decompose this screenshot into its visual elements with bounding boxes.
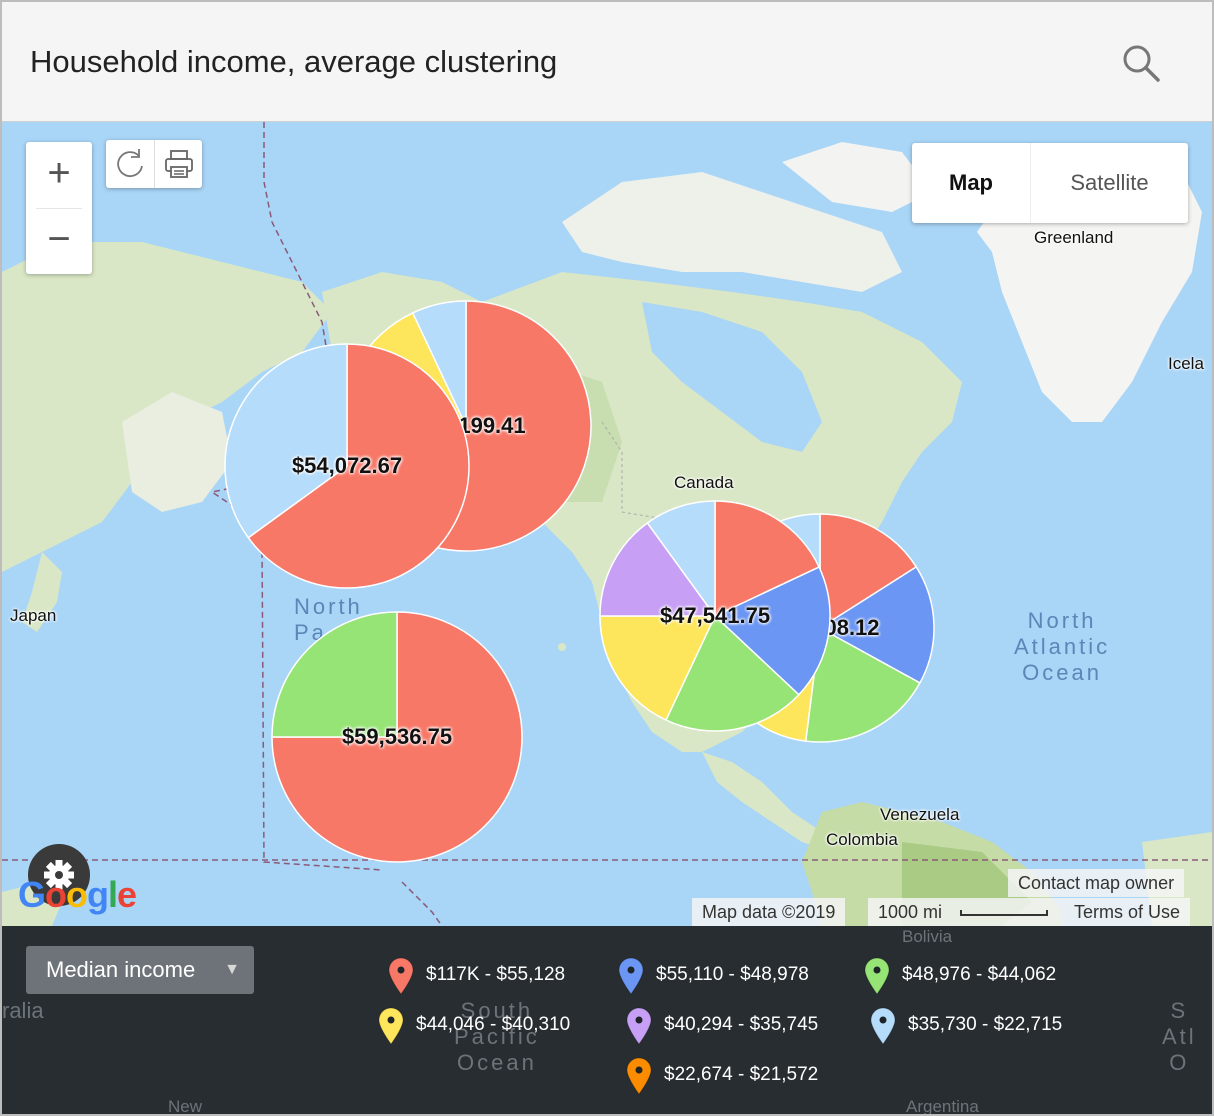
gear-icon [44, 860, 74, 890]
cluster-value-label: $47,541.75 [659, 603, 771, 628]
zoom-divider [36, 208, 82, 209]
map-pin-icon [626, 1057, 652, 1095]
pie-slice [247, 343, 470, 589]
pie-slice [224, 343, 348, 539]
legend-bg-label-australia: ralia [2, 998, 44, 1023]
cluster-pie[interactable] [270, 610, 524, 869]
map-label-colombia: Colombia [826, 830, 898, 849]
map-pin-icon [864, 957, 890, 995]
cluster-pie-chart [599, 500, 831, 732]
legend-item-label: $55,110 - $48,978 [656, 964, 809, 985]
ocean-label-north-pacific: North Pa [294, 594, 363, 645]
pie-slice [599, 615, 717, 722]
pie-slice [665, 614, 800, 732]
refresh-button[interactable] [106, 140, 154, 188]
zoom-out-button[interactable]: − [47, 217, 71, 261]
map-type-map-button[interactable]: Map [949, 170, 993, 195]
cluster-pie-chart [271, 611, 523, 863]
settings-button[interactable] [28, 844, 90, 906]
cluster-value-label: $54,072.67 [291, 453, 403, 478]
pie-slice [714, 500, 821, 618]
pie-slice [271, 611, 523, 863]
pie-slice [599, 521, 717, 617]
ocean-label-north-atlantic: North Atlantic Ocean [1014, 608, 1111, 685]
metric-dropdown-label: Median income [46, 957, 196, 982]
legend-item-label: $35,730 - $22,715 [908, 1014, 1063, 1035]
google-logo: Google [18, 874, 137, 915]
map-label-canada: Canada [674, 473, 734, 492]
map-toolbar [106, 140, 202, 188]
cluster-value-label: $59,536.75 [341, 724, 453, 749]
legend-panel: South Pacific Ocean ralia Bolivia Argent… [2, 926, 1212, 1116]
legend-bg-label-bolivia: Bolivia [902, 927, 953, 946]
zoom-control: + − [26, 142, 92, 274]
map-pin-icon [388, 957, 414, 995]
pie-slice [818, 565, 935, 684]
map-pin-icon [618, 957, 644, 995]
pie-slice [411, 300, 467, 427]
legend-item-label: $48,976 - $44,062 [902, 964, 1057, 985]
map-label-venezuela: Venezuela [880, 805, 960, 824]
map-data-attribution: Map data ©2019 [692, 898, 846, 926]
legend-item-label: $40,294 - $35,745 [664, 1014, 819, 1035]
map-pin-icon [870, 1007, 896, 1045]
pie-slice [819, 513, 918, 630]
page-title: Household income, average clustering [30, 44, 558, 79]
legend-bg-label-new-zealand: New [168, 1097, 203, 1116]
cluster-pie[interactable] [598, 499, 832, 738]
map-label-japan: Japan [10, 606, 57, 625]
map-canvas[interactable]: Greenland Icela Canada Japan Venezuela C… [2, 122, 1212, 926]
search-button[interactable] [1118, 40, 1164, 86]
print-icon [165, 150, 193, 178]
zoom-in-button[interactable]: + [47, 151, 71, 195]
metric-dropdown[interactable]: Median income ▼ [26, 946, 254, 994]
refresh-icon [117, 149, 143, 177]
map-pin-icon [378, 1007, 404, 1045]
pie-slice [713, 566, 831, 696]
cluster-value-label: 199.41 [458, 413, 526, 438]
cluster-pie[interactable] [223, 342, 471, 595]
legend-item-label: $44,046 - $40,310 [416, 1014, 571, 1035]
legend-item-label: $117K - $55,128 [426, 964, 566, 985]
legend-bg-label-south-pacific: South Pacific Ocean [454, 998, 540, 1075]
pie-slice [804, 626, 921, 743]
dropdown-arrow-icon: ▼ [224, 961, 240, 978]
pie-slice [646, 500, 716, 619]
contact-map-owner-link[interactable]: Contact map owner [1008, 869, 1185, 897]
print-button[interactable] [154, 140, 202, 188]
cluster-value-label: 08.12 [824, 615, 880, 640]
legend-bg-label-south-atlantic: S Atl O [1162, 998, 1197, 1075]
map-pin-icon [626, 1007, 652, 1045]
legend-item-label: $22,674 - $21,572 [664, 1064, 819, 1085]
terms-of-use-link[interactable]: Terms of Use [1064, 898, 1191, 926]
map-scale: 1000 mi [868, 898, 1064, 926]
map-label-greenland: Greenland [1034, 228, 1114, 247]
map-type-control: Map Satellite [912, 143, 1188, 223]
map-type-satellite-button[interactable]: Satellite [1030, 143, 1188, 223]
pie-slice [271, 611, 398, 738]
legend-bg-label-argentina: Argentina [906, 1097, 979, 1116]
header-bar: Household income, average clustering [2, 2, 1212, 122]
cluster-pie-chart [224, 343, 470, 589]
scale-bar [960, 910, 1048, 916]
search-icon [1123, 45, 1160, 82]
map-label-iceland: Icela [1168, 354, 1204, 373]
